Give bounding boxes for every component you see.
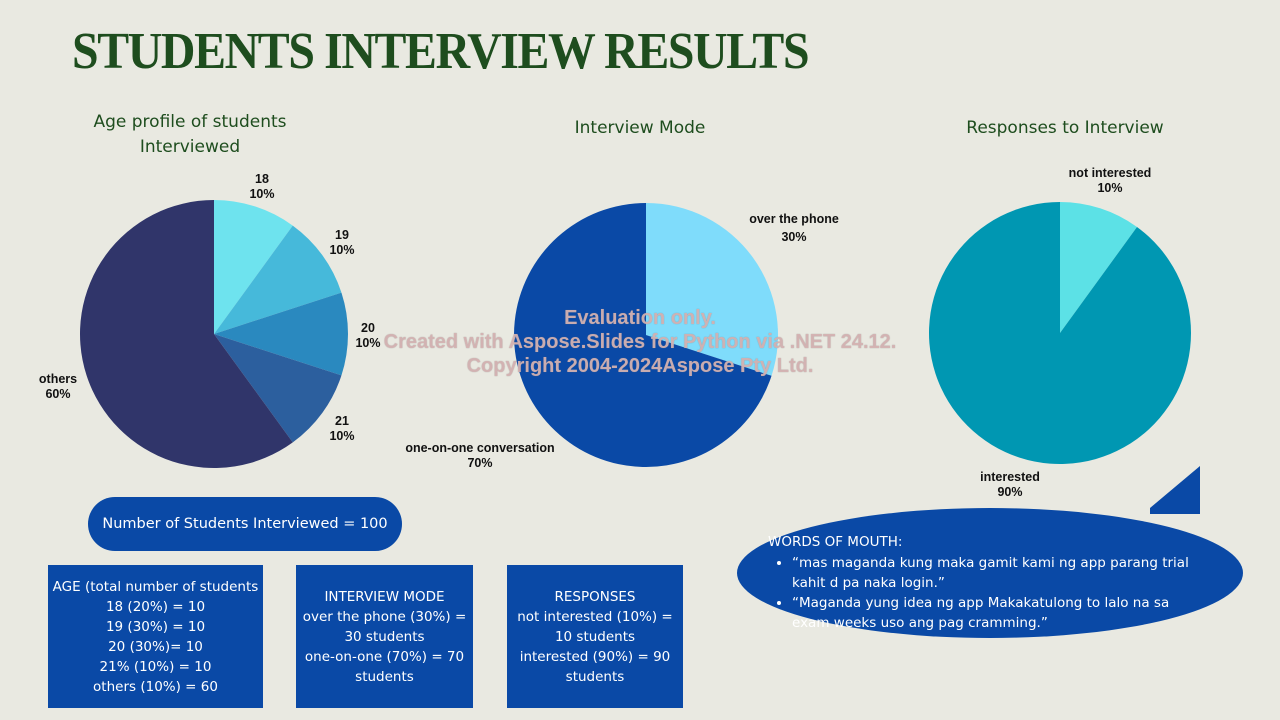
words-of-mouth-quote-1: “mas maganda kung maka gamit kami ng app… bbox=[792, 553, 1198, 593]
pie-slice-21 bbox=[214, 334, 342, 443]
words-of-mouth-heading: WORDS OF MOUTH: bbox=[768, 534, 903, 550]
pie-slice-others bbox=[79, 200, 293, 468]
watermark-line-2: Created with Aspose.Slides for Python vi… bbox=[383, 331, 897, 353]
age-pie-chart bbox=[79, 200, 348, 468]
total-students-label: Number of Students Interviewed = 100 bbox=[102, 516, 388, 532]
age-box-line-others: others (10%) = 60 bbox=[93, 678, 218, 695]
age-label-others-category: others bbox=[38, 372, 78, 386]
pie-slice-19 bbox=[214, 225, 342, 334]
age-label-18: 18 10% bbox=[232, 172, 292, 202]
age-label-21-category: 21 bbox=[335, 414, 349, 428]
words-of-mouth: WORDS OF MOUTH: “mas maganda kung maka g… bbox=[768, 532, 1198, 633]
responses-pie-chart bbox=[929, 202, 1191, 464]
pie-slice-18 bbox=[214, 200, 293, 334]
watermark-line-1: Evaluation only. bbox=[564, 307, 716, 329]
age-label-20-category: 20 bbox=[361, 321, 375, 335]
pie-slice-20 bbox=[214, 292, 348, 376]
age-label-others-percent: 60% bbox=[45, 387, 71, 401]
age-label-others: others 60% bbox=[28, 372, 88, 402]
responses-box-line-interested: interested (90%) = 90 students bbox=[519, 648, 671, 685]
watermark-line-3: Copyright 2004-2024Aspose Pty Ltd. bbox=[466, 355, 814, 377]
responses-label-interested-percent: 90% bbox=[997, 485, 1023, 499]
responses-box-line-not-interested: not interested (10%) = 10 students bbox=[517, 608, 673, 645]
age-label-18-category: 18 bbox=[255, 172, 269, 186]
age-label-20-percent: 10% bbox=[355, 336, 381, 350]
bubble-body bbox=[737, 508, 1243, 638]
mode-box-line-one-on-one: one-on-one (70%) = 70 students bbox=[304, 648, 465, 685]
age-label-21-percent: 10% bbox=[329, 429, 355, 443]
page-title: STUDENTS INTERVIEW RESULTS bbox=[72, 23, 810, 80]
pie-slice-not-interested bbox=[1060, 202, 1137, 333]
responses-box-heading: RESPONSES bbox=[554, 588, 636, 605]
age-box-heading: AGE (total number of students bbox=[52, 578, 259, 595]
mode-box-heading: INTERVIEW MODE bbox=[324, 588, 445, 605]
mode-box-line-phone: over the phone (30%) = 30 students bbox=[302, 608, 467, 645]
bubble-tail bbox=[1150, 466, 1200, 514]
age-box-line-19: 19 (30%) = 10 bbox=[105, 618, 206, 635]
responses-summary-box: RESPONSES not interested (10%) = 10 stud… bbox=[507, 565, 683, 708]
total-students-pill: Number of Students Interviewed = 100 bbox=[88, 497, 402, 551]
age-label-19-category: 19 bbox=[335, 228, 349, 242]
mode-label-one-on-one-percent: 70% bbox=[467, 456, 493, 470]
mode-label-one-on-one-category: one-on-one conversation bbox=[405, 441, 555, 455]
responses-label-not-interested-percent: 10% bbox=[1097, 181, 1123, 195]
mode-summary-box: INTERVIEW MODE over the phone (30%) = 30… bbox=[296, 565, 473, 708]
responses-label-not-interested-category: not interested bbox=[1068, 166, 1152, 180]
age-label-19-percent: 10% bbox=[329, 243, 355, 257]
mode-pie-chart bbox=[514, 203, 778, 467]
age-box-line-18: 18 (20%) = 10 bbox=[105, 598, 206, 615]
words-of-mouth-quote-2: “Maganda yung idea ng app Makakatulong t… bbox=[792, 593, 1198, 633]
age-chart-title-line-2: Interviewed bbox=[139, 137, 241, 157]
age-label-21: 21 10% bbox=[312, 414, 372, 444]
mode-chart-title: Interview Mode bbox=[574, 118, 706, 138]
responses-chart-title: Responses to Interview bbox=[966, 118, 1164, 138]
age-label-19: 19 10% bbox=[312, 228, 372, 258]
responses-label-not-interested: not interested 10% bbox=[1050, 166, 1170, 196]
evaluation-watermark: Evaluation only. Created with Aspose.Sli… bbox=[340, 306, 940, 378]
mode-label-phone: over the phone 30% bbox=[734, 212, 854, 245]
responses-label-interested: interested 90% bbox=[960, 470, 1060, 500]
mode-label-phone-category: over the phone bbox=[749, 212, 839, 226]
age-chart-title: Age profile of students Interviewed bbox=[60, 110, 320, 160]
age-label-20: 20 10% bbox=[338, 321, 398, 351]
mode-label-phone-percent: 30% bbox=[781, 230, 807, 244]
pie-slice-over-the-phone bbox=[646, 203, 778, 376]
responses-label-interested-category: interested bbox=[980, 470, 1040, 484]
age-chart-title-line-1: Age profile of students bbox=[93, 112, 287, 132]
pie-slice-interested bbox=[929, 202, 1191, 464]
age-label-18-percent: 10% bbox=[249, 187, 275, 201]
words-of-mouth-list: “mas maganda kung maka gamit kami ng app… bbox=[768, 553, 1198, 633]
age-summary-box: AGE (total number of students 18 (20%) =… bbox=[48, 565, 263, 708]
age-box-line-21: 21% (10%) = 10 bbox=[99, 658, 212, 675]
pie-slice-one-on-one-conversation bbox=[514, 203, 772, 467]
mode-label-one-on-one: one-on-one conversation 70% bbox=[390, 441, 570, 471]
age-box-line-20: 20 (30%)= 10 bbox=[108, 638, 203, 655]
